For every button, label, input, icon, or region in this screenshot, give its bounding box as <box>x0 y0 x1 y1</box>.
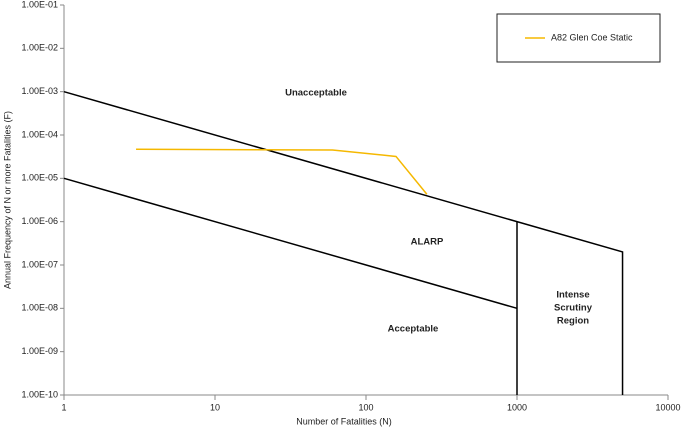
series-line <box>136 148 428 195</box>
y-tick-label: 1.00E-03 <box>21 86 58 96</box>
y-tick-label: 1.00E-06 <box>21 216 58 226</box>
x-tick-label: 10000 <box>655 402 680 412</box>
y-tick-label: 1.00E-09 <box>21 346 58 356</box>
y-tick-label: 1.00E-02 <box>21 43 58 53</box>
boundary-line <box>63 90 624 395</box>
y-axis-label: Annual Frequency of N or more Fatalities… <box>2 111 12 289</box>
region-label: Acceptable <box>388 324 439 335</box>
boundary-line <box>63 177 518 310</box>
region-label: Intense <box>556 290 589 301</box>
region-label: Unacceptable <box>285 88 347 99</box>
legend-box <box>496 13 661 63</box>
y-tick-label: 1.00E-10 <box>21 389 58 399</box>
region-label: Region <box>557 316 589 327</box>
region-label: Scrutiny <box>554 303 593 314</box>
region-label: ALARP <box>411 237 444 248</box>
y-tick-label: 1.00E-07 <box>21 259 58 269</box>
x-tick-label: 1000 <box>507 402 527 412</box>
y-tick-label: 1.00E-01 <box>21 0 58 9</box>
y-tick-label: 1.00E-04 <box>21 129 58 139</box>
legend-label: A82 Glen Coe Static <box>551 32 633 42</box>
y-tick-label: 1.00E-05 <box>21 173 58 183</box>
x-tick-label: 1 <box>61 402 66 412</box>
x-tick-label: 100 <box>358 402 373 412</box>
x-axis-label: Number of Fatalities (N) <box>296 416 392 426</box>
x-tick-label: 10 <box>210 402 220 412</box>
y-tick-label: 1.00E-08 <box>21 303 58 313</box>
